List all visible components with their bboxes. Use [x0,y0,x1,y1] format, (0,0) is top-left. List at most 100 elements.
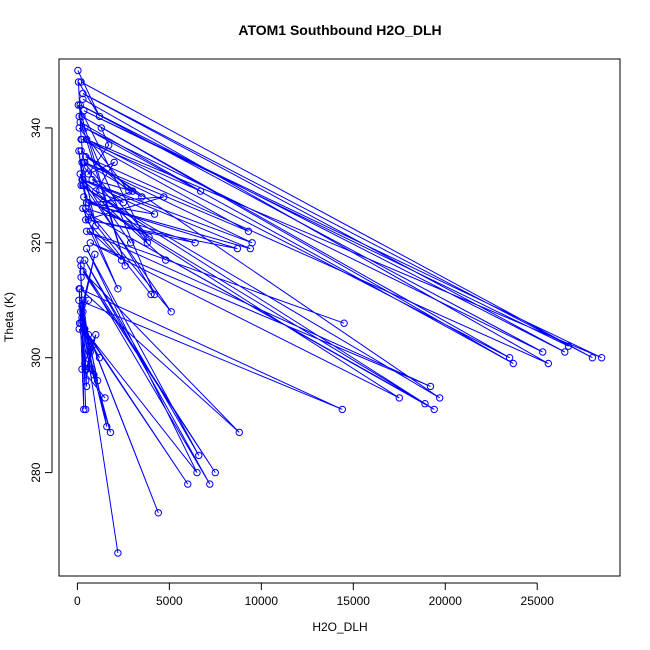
data-point [88,175,96,184]
y-tick-label: 300 [29,347,43,367]
x-tick-label: 0 [74,594,81,608]
data-point [82,382,91,391]
data-point [191,239,199,247]
data-point [92,187,100,195]
data-point [80,107,88,115]
data-point [235,428,244,437]
data-point [93,377,102,385]
data-point [78,135,86,144]
data-point [81,256,89,264]
data-point [84,170,93,178]
data-point [244,227,253,236]
data-point [117,256,126,264]
data-point [154,509,163,517]
data-point [101,394,109,402]
data-point [88,365,96,373]
data-point [84,198,93,207]
data-point [233,244,242,253]
data-point [246,244,255,253]
data-point [75,319,84,327]
data-point [75,147,83,155]
series-line [86,127,135,244]
data-point [338,405,346,414]
data-point [99,198,107,207]
y-tick-label: 280 [29,462,43,482]
data-point [84,296,93,304]
x-tick-label: 15000 [337,594,371,608]
x-tick-label: 20000 [429,594,463,608]
data-point [77,262,85,270]
data-point [103,422,111,431]
data-point [79,95,87,103]
data-point [505,354,514,362]
data-point [78,175,86,184]
data-point [80,193,88,201]
data-point [127,239,135,247]
data-point [110,158,118,167]
data-point [92,221,100,230]
data-point [160,193,168,201]
data-point [114,549,122,557]
chart-title: ATOM1 Southbound H2O_DLH [238,22,441,38]
series-line [77,70,156,295]
data-point [421,400,429,408]
data-point [82,227,91,236]
data-point [128,187,137,195]
data-point [79,296,87,304]
data-point [77,78,85,86]
data-point [77,147,85,155]
data-point [206,480,214,488]
data-point [81,325,89,333]
data-point [79,204,87,213]
data-point [79,89,87,98]
data-point [82,244,91,253]
x-axis-label: H2O_DLH [312,620,367,634]
data-point [138,193,146,201]
data-point [167,308,175,316]
data-point [76,101,84,109]
data-point [426,382,435,391]
data-point [91,250,99,259]
data-point [509,359,517,368]
data-point [80,405,88,414]
data-point [340,319,348,327]
x-tick-label: 5000 [156,594,183,608]
data-point [81,164,89,172]
data-point [561,348,569,356]
series-line [78,311,111,433]
y-tick-label: 320 [29,232,43,252]
data-point [105,141,113,149]
series-line [79,81,602,364]
data-point [74,66,82,75]
series-group [74,66,606,557]
x-tick-label: 25000 [521,594,555,608]
data-point [76,118,84,126]
data-point [195,451,203,460]
data-point [80,158,88,167]
y-tick-label: 340 [29,118,43,138]
data-point [75,285,83,293]
data-point [86,239,95,247]
data-point [76,256,84,264]
data-point [82,135,91,144]
x-tick-label: 10000 [245,594,279,608]
plot-frame [58,58,621,577]
series-line [78,127,164,295]
series-line [78,254,96,410]
data-point [74,101,83,109]
y-axis-label: Theta (K) [2,292,16,342]
data-point [119,198,128,207]
data-point [193,468,201,477]
data-point [77,308,85,316]
data-point [150,210,159,218]
data-point [162,256,170,264]
series-line [78,248,343,554]
data-point [436,394,444,402]
data-point [145,233,153,241]
data-point [95,354,104,362]
data-point [184,480,192,488]
data-point [395,394,403,402]
data-point [544,359,552,368]
data-point [92,331,100,339]
x-axis: 0 5000 10000 15000 20000 25000 [74,582,555,608]
